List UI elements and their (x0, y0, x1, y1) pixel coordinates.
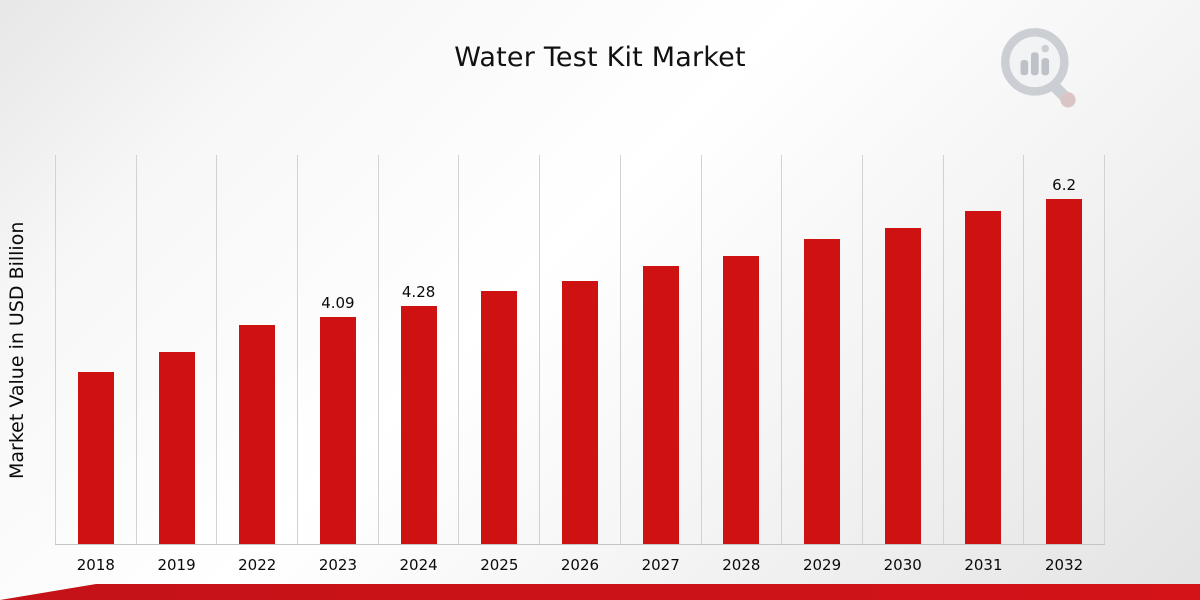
x-tick-label: 2025 (480, 556, 519, 574)
x-tick-label: 2030 (883, 556, 922, 574)
chart-title: Water Test Kit Market (454, 42, 746, 73)
x-tick-label: 2032 (1045, 556, 1084, 574)
x-tick-label: 2027 (641, 556, 680, 574)
category-cell: 6.2 2032 (1023, 155, 1105, 574)
bar-2022 (239, 324, 276, 544)
x-tick-label: 2022 (238, 556, 277, 574)
bar-2026 (561, 280, 598, 544)
bar-2023 (319, 316, 356, 544)
bar-2028 (723, 255, 760, 544)
x-tick-label: 2023 (318, 556, 357, 574)
category-cell: 2031 (942, 155, 1024, 574)
x-tick-label: 2024 (399, 556, 438, 574)
bar-2031 (965, 210, 1002, 544)
x-tick-label: 2019 (157, 556, 196, 574)
bar-2025 (481, 291, 518, 544)
x-tick-label: 2031 (964, 556, 1003, 574)
bar-value-label: 4.09 (321, 293, 355, 312)
category-cell: 2022 (216, 155, 297, 574)
x-tick-label: 2026 (560, 556, 600, 574)
plot-area: 2018 2019 2022 4.09 2023 4.28 2024 2025 2026 2027… (55, 155, 1105, 574)
category-cell: 2028 (700, 155, 782, 574)
bottom-red-ribbon (0, 584, 1200, 600)
category-cell: 2027 (619, 155, 701, 574)
category-cell: 2019 (135, 155, 217, 574)
bar-2018 (77, 371, 114, 544)
category-cell: 2018 (55, 155, 136, 574)
bar-2019 (158, 352, 195, 544)
x-tick-label: 2018 (76, 556, 115, 574)
category-cell: 2029 (781, 155, 862, 574)
y-axis-label: Market Value in USD Billion (6, 221, 28, 479)
category-cell: 2030 (861, 155, 943, 574)
category-cell: 4.09 2023 (297, 155, 378, 574)
bar-2029 (804, 239, 841, 544)
category-cell: 2025 (458, 155, 539, 574)
x-tick-label: 2029 (802, 556, 842, 574)
bar-2032 (1046, 199, 1083, 544)
category-cell: 2026 (539, 155, 620, 574)
bar-value-label: 6.2 (1052, 176, 1077, 195)
magnifier-bar-chart-logo-icon (1001, 28, 1076, 108)
bar-2024 (400, 306, 437, 544)
category-cell: 4.28 2024 (377, 155, 459, 574)
x-tick-label: 2028 (722, 556, 761, 574)
bar-value-label: 4.28 (401, 283, 436, 302)
bar-2030 (884, 227, 921, 544)
bar-2027 (642, 266, 679, 544)
